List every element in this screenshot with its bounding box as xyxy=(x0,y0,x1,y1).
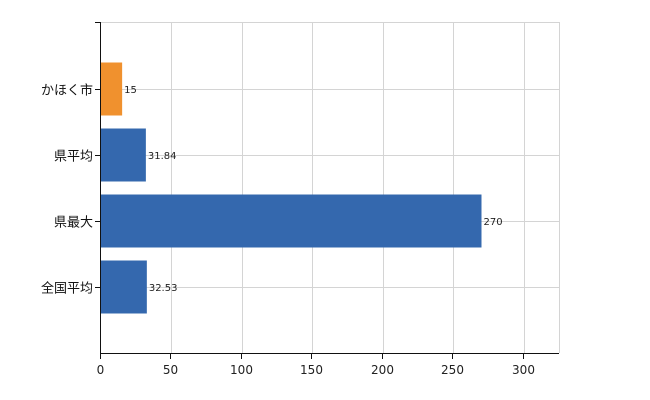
x-tick-label-0: 0 xyxy=(97,363,105,377)
category-label-0: かほく市 xyxy=(41,83,93,99)
gridlines xyxy=(101,22,560,353)
x-tick-label-100: 100 xyxy=(230,363,253,377)
bars xyxy=(101,62,482,314)
bar-2 xyxy=(101,194,482,248)
data-label-1: 31.84 xyxy=(148,151,177,162)
bar-0 xyxy=(101,62,123,116)
category-label-3: 全国平均 xyxy=(41,281,93,297)
bar-1 xyxy=(101,128,146,182)
x-tick-label-150: 150 xyxy=(300,363,323,377)
axes xyxy=(95,22,559,359)
x-tick-label-250: 250 xyxy=(441,363,464,377)
bar-3 xyxy=(101,260,147,314)
category-label-2: 県最大 xyxy=(54,216,93,231)
data-label-3: 32.53 xyxy=(149,283,178,294)
category-label-1: 県平均 xyxy=(54,150,93,165)
data-label-2: 270 xyxy=(483,217,502,228)
data-label-0: 15 xyxy=(124,85,137,96)
x-tick-label-200: 200 xyxy=(371,363,394,377)
x-tick-label-300: 300 xyxy=(512,363,535,377)
x-tick-label-50: 50 xyxy=(163,363,178,377)
